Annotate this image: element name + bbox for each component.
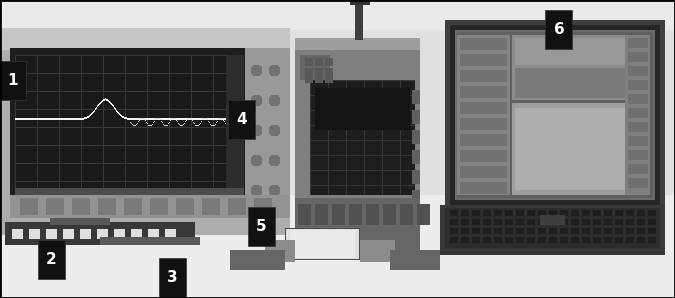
Text: 4: 4 [236, 112, 247, 127]
FancyBboxPatch shape [228, 100, 255, 139]
FancyBboxPatch shape [0, 61, 26, 100]
FancyBboxPatch shape [545, 10, 572, 49]
Text: 5: 5 [256, 219, 267, 234]
Text: 2: 2 [46, 252, 57, 267]
Text: 3: 3 [167, 270, 178, 285]
Text: 1: 1 [7, 73, 18, 88]
FancyBboxPatch shape [38, 240, 65, 279]
FancyBboxPatch shape [159, 258, 186, 297]
Text: 6: 6 [554, 22, 564, 37]
FancyBboxPatch shape [248, 207, 275, 246]
